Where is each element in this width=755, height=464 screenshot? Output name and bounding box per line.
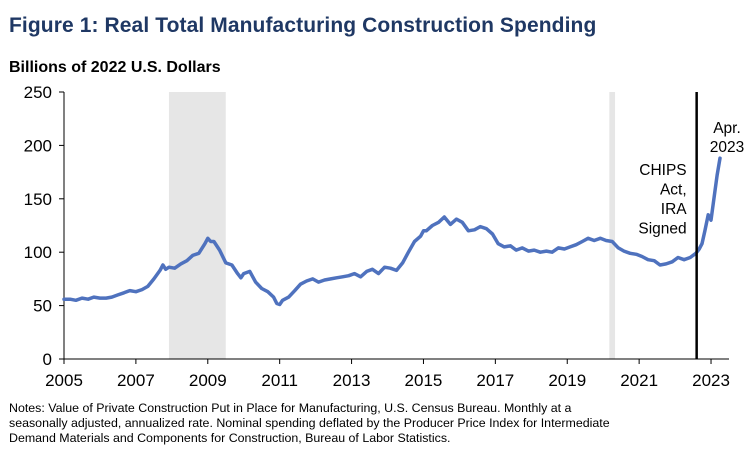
x-tick-label: 2015 bbox=[405, 371, 443, 390]
annotation-group: CHIPS Act, IRA Signed Apr. 2023 bbox=[638, 92, 744, 359]
chart-subtitle: Billions of 2022 U.S. Dollars bbox=[9, 59, 221, 76]
y-tick-label: 200 bbox=[24, 136, 52, 155]
x-tick-label: 2011 bbox=[261, 371, 298, 390]
x-tick-label: 2013 bbox=[333, 371, 371, 390]
x-tick-label: 2023 bbox=[692, 371, 730, 390]
y-tick-label: 50 bbox=[33, 297, 52, 316]
notes-line: seasonally adjusted, annualized rate. No… bbox=[9, 416, 610, 430]
recession-band bbox=[609, 92, 616, 359]
line-chart: 0 50 100 150 200 250 2005 2007 2009 2011 2013 2015 2… bbox=[24, 83, 745, 390]
notes-line: Notes: Value of Private Construction Put… bbox=[9, 401, 572, 415]
y-tick-label: 250 bbox=[24, 83, 52, 102]
y-tick-label: 100 bbox=[24, 243, 52, 262]
recession-shading-group bbox=[168, 92, 616, 359]
vline-label-line: Signed bbox=[638, 221, 686, 238]
x-tick-label: 2005 bbox=[45, 371, 83, 390]
notes-line: Demand Materials and Components for Cons… bbox=[9, 431, 451, 445]
vline-label-line: CHIPS bbox=[639, 162, 686, 179]
endpoint-label-line: 2023 bbox=[710, 139, 744, 156]
vline-label-line: IRA bbox=[661, 201, 688, 218]
x-tick-label: 2007 bbox=[117, 371, 155, 390]
x-tick-label: 2017 bbox=[476, 371, 514, 390]
x-tick-label: 2021 bbox=[620, 371, 658, 390]
axes-group: 0 50 100 150 200 250 2005 2007 2009 2011 2013 2015 2… bbox=[24, 83, 730, 390]
vline-label-line: Act, bbox=[660, 182, 687, 199]
y-tick-label: 0 bbox=[43, 350, 52, 369]
chart-notes: Notes: Value of Private Construction Put… bbox=[9, 401, 744, 446]
recession-band bbox=[168, 92, 226, 359]
chart-title: Figure 1: Real Total Manufacturing Const… bbox=[9, 14, 597, 37]
series-group bbox=[62, 156, 722, 307]
y-tick-label: 150 bbox=[24, 190, 52, 209]
endpoint-label-line: Apr. bbox=[713, 120, 741, 137]
x-tick-label: 2019 bbox=[548, 371, 586, 390]
series-line bbox=[62, 156, 722, 307]
x-tick-label: 2009 bbox=[189, 371, 227, 390]
